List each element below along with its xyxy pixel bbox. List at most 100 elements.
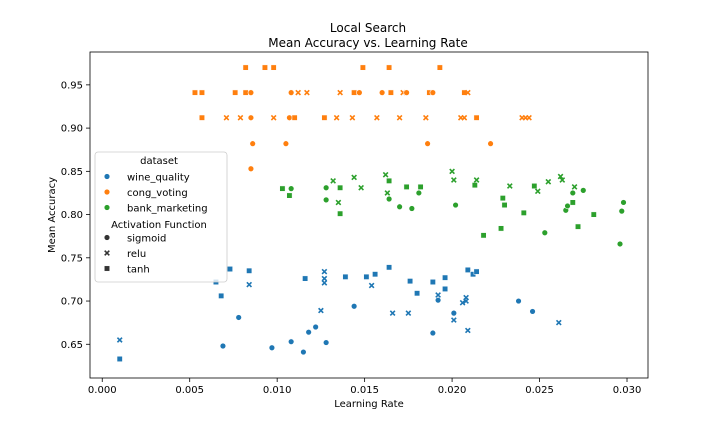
data-point [192,89,198,96]
data-point [295,89,302,96]
data-point [235,314,242,321]
data-point [321,280,328,286]
data-point [318,307,324,314]
data-point [270,64,277,71]
data-point [422,114,429,121]
data-point [330,177,337,184]
data-point [232,89,239,96]
data-point [434,296,442,304]
data-point [358,184,364,191]
data-point [337,89,344,96]
data-point [223,114,230,121]
data-point [219,342,227,350]
data-point [449,168,455,175]
y-tick-label: 0.90 [61,124,83,135]
data-point [473,268,480,275]
data-point [351,174,357,181]
data-point [363,273,370,280]
data-point [452,201,459,209]
legend-marker-relu [104,250,110,256]
data-point [616,240,624,248]
data-point [526,114,532,121]
data-point [333,114,340,121]
data-point [442,274,449,281]
data-point [249,140,256,147]
data-point [403,89,410,96]
data-point [312,323,319,331]
data-points [116,64,627,362]
data-point [287,89,295,96]
data-point [270,114,277,121]
data-point [590,211,597,218]
data-point [386,64,393,71]
data-point [237,114,244,121]
legend-label: sigmoid [127,234,166,245]
data-point [429,279,436,285]
data-point [450,317,457,323]
legend-marker-bank-marketing [103,204,111,211]
legend-marker-cong-voting [103,188,111,196]
legend-style-title: Activation Function [111,220,207,231]
data-point [480,232,487,239]
data-point [322,196,330,204]
chart-subtitle: Mean Accuracy vs. Learning Rate [268,36,468,50]
data-point [515,297,522,305]
data-point [321,275,328,282]
data-point [287,185,295,192]
data-point [286,114,293,121]
data-point [198,114,205,121]
y-axis: 0.65 0.70 0.75 0.80 0.85 0.90 0.95 [61,80,90,351]
series-cong-voting [192,64,532,172]
data-point [436,64,443,71]
data-point [473,114,480,121]
series-bank-marketing [279,168,627,248]
data-point [414,290,421,297]
data-point [242,64,249,71]
data-point [541,229,548,236]
data-point [304,89,310,96]
data-point [534,188,541,195]
data-point [407,278,414,285]
data-point [247,114,255,121]
data-point [242,89,249,96]
data-point [374,114,380,121]
legend-label: cong_voting [127,188,188,199]
data-point [575,223,581,230]
data-point [268,344,276,351]
data-point [569,199,576,206]
data-point [564,202,571,210]
data-point [450,177,457,183]
data-point [305,328,312,336]
data-point [559,177,566,183]
data-point [349,114,356,121]
data-point [471,182,478,189]
data-point [417,183,424,190]
data-point [378,89,386,96]
data-point [620,199,627,206]
data-point [571,184,578,190]
data-point [322,184,330,191]
y-tick-label: 0.65 [61,340,83,351]
legend-marker-tanh [104,265,110,272]
legend-label: tanh [127,265,150,276]
data-point [463,298,469,304]
data-point [487,140,494,147]
data-point [351,89,358,96]
y-tick-label: 0.80 [61,210,83,221]
legend-hue-title: dataset [140,156,178,167]
data-point [429,329,437,337]
data-point [247,165,255,172]
y-tick-label: 0.70 [61,297,83,308]
data-point [389,310,396,317]
data-point [569,189,576,197]
data-point [580,187,587,194]
data-point [342,273,349,280]
data-point [461,114,468,121]
data-point [384,190,391,196]
y-tick-label: 0.75 [61,253,83,264]
data-point [382,171,389,178]
data-point [424,140,431,147]
data-point [501,202,508,209]
data-point [246,281,253,288]
